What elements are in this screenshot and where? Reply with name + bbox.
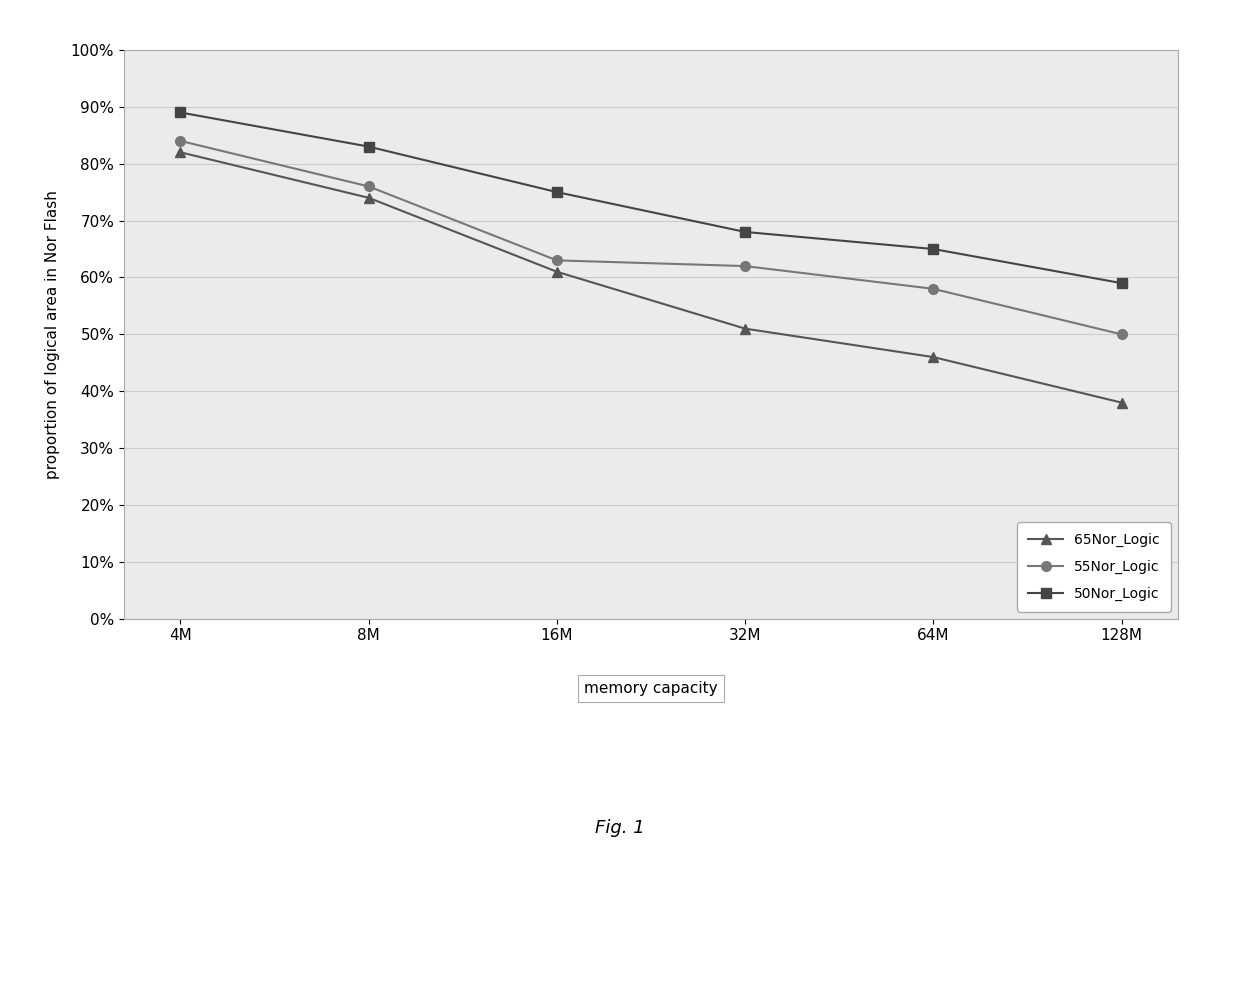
50Nor_Logic bbox=[926, 244, 941, 255]
Y-axis label: proportion of logical area in Nor Flash: proportion of logical area in Nor Flash bbox=[45, 190, 60, 479]
55Nor_Logic bbox=[1114, 328, 1128, 340]
55Nor_Logic bbox=[926, 282, 941, 294]
65Nor_Logic bbox=[174, 147, 188, 159]
65Nor_Logic bbox=[549, 265, 564, 277]
55Nor_Logic bbox=[549, 254, 564, 266]
50Nor_Logic bbox=[1114, 277, 1128, 289]
Line: 55Nor_Logic: 55Nor_Logic bbox=[176, 136, 1126, 339]
Text: memory capacity: memory capacity bbox=[584, 681, 718, 697]
50Nor_Logic bbox=[174, 107, 188, 119]
Line: 65Nor_Logic: 65Nor_Logic bbox=[176, 148, 1126, 407]
Text: Fig. 1: Fig. 1 bbox=[595, 819, 645, 837]
55Nor_Logic bbox=[174, 135, 188, 147]
55Nor_Logic bbox=[738, 260, 753, 272]
50Nor_Logic bbox=[361, 141, 376, 153]
50Nor_Logic bbox=[549, 187, 564, 199]
55Nor_Logic bbox=[361, 181, 376, 193]
65Nor_Logic bbox=[361, 192, 376, 204]
65Nor_Logic bbox=[738, 322, 753, 334]
Line: 50Nor_Logic: 50Nor_Logic bbox=[176, 108, 1126, 288]
65Nor_Logic bbox=[1114, 396, 1128, 408]
50Nor_Logic bbox=[738, 226, 753, 238]
Legend: 65Nor_Logic, 55Nor_Logic, 50Nor_Logic: 65Nor_Logic, 55Nor_Logic, 50Nor_Logic bbox=[1017, 522, 1171, 612]
65Nor_Logic bbox=[926, 351, 941, 363]
